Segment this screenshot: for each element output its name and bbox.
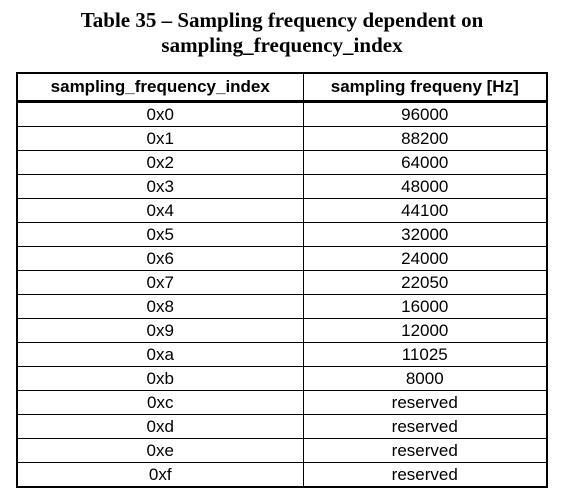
cell-frequency: 16000: [302, 294, 548, 319]
cell-frequency: 88200: [302, 126, 548, 151]
table-row: 0xb 8000: [16, 366, 548, 391]
sampling-frequency-table: sampling_frequency_index sampling freque…: [16, 72, 548, 488]
table-row: 0xd reserved: [16, 414, 548, 439]
table-row: 0x1 88200: [16, 126, 548, 151]
table-row: 0x8 16000: [16, 294, 548, 319]
column-header-frequency: sampling frequeny [Hz]: [302, 72, 548, 102]
cell-frequency: 44100: [302, 198, 548, 223]
table-row: 0x0 96000: [16, 101, 548, 127]
table-row: 0xc reserved: [16, 390, 548, 415]
cell-frequency: 96000: [302, 101, 548, 127]
cell-index: 0x8: [16, 294, 304, 319]
caption-line-2: sampling_frequency_index: [161, 33, 403, 57]
cell-index: 0x6: [16, 246, 304, 271]
cell-frequency: reserved: [302, 414, 548, 439]
table-row: 0x2 64000: [16, 150, 548, 175]
cell-index: 0xd: [16, 414, 304, 439]
table-row: 0xe reserved: [16, 438, 548, 463]
cell-index: 0xa: [16, 342, 304, 367]
caption-line-1: Table 35 – Sampling frequency dependent …: [80, 8, 484, 32]
cell-index: 0x3: [16, 174, 304, 199]
cell-frequency: 32000: [302, 222, 548, 247]
table-row: 0xa 11025: [16, 342, 548, 367]
table-row: 0xf reserved: [16, 462, 548, 488]
table-row: 0x9 12000: [16, 318, 548, 343]
table-body: 0x0 96000 0x1 88200 0x2 64000 0x3 48000 0x4 44100…: [16, 101, 548, 488]
table-row: 0x4 44100: [16, 198, 548, 223]
cell-index: 0xe: [16, 438, 304, 463]
cell-index: 0x7: [16, 270, 304, 295]
cell-frequency: reserved: [302, 462, 548, 488]
cell-index: 0xc: [16, 390, 304, 415]
cell-index: 0xb: [16, 366, 304, 391]
cell-index: 0x9: [16, 318, 304, 343]
cell-frequency: 48000: [302, 174, 548, 199]
table-row: 0x7 22050: [16, 270, 548, 295]
cell-frequency: 12000: [302, 318, 548, 343]
table-row: 0x5 32000: [16, 222, 548, 247]
cell-index: 0xf: [16, 462, 304, 488]
cell-frequency: 11025: [302, 342, 548, 367]
table-row: 0x3 48000: [16, 174, 548, 199]
table-header-row: sampling_frequency_index sampling freque…: [16, 72, 548, 102]
cell-index: 0x0: [16, 101, 304, 127]
cell-frequency: 22050: [302, 270, 548, 295]
table-row: 0x6 24000: [16, 246, 548, 271]
cell-index: 0x5: [16, 222, 304, 247]
column-header-index: sampling_frequency_index: [16, 72, 304, 102]
cell-index: 0x4: [16, 198, 304, 223]
cell-frequency: reserved: [302, 438, 548, 463]
cell-frequency: reserved: [302, 390, 548, 415]
table-caption: Table 35 – Sampling frequency dependent …: [0, 8, 564, 58]
cell-index: 0x1: [16, 126, 304, 151]
cell-frequency: 24000: [302, 246, 548, 271]
cell-frequency: 8000: [302, 366, 548, 391]
cell-index: 0x2: [16, 150, 304, 175]
cell-frequency: 64000: [302, 150, 548, 175]
